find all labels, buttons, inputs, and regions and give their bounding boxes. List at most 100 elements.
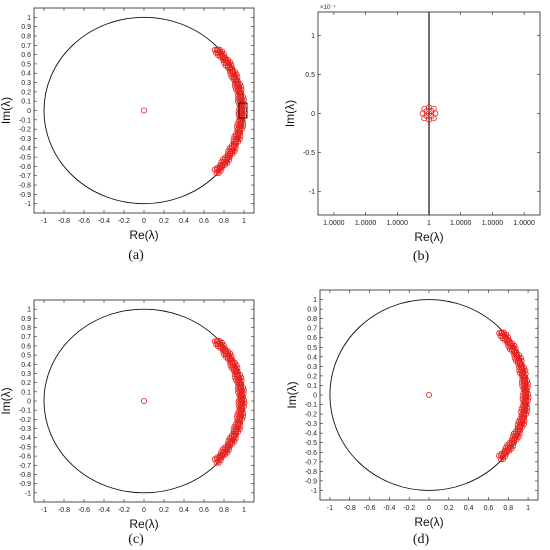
y-axis-label: Im(λ) [0, 387, 13, 414]
eigenvalue-point [514, 424, 521, 431]
unit-circle [329, 299, 529, 491]
y-tick-label: 0.4 [307, 354, 317, 361]
x-tick-label: -1 [327, 505, 333, 512]
y-tick-label: 0.5 [21, 353, 31, 360]
y-tick-label: 0.7 [307, 326, 317, 333]
unit-circle [43, 16, 245, 205]
y-tick-label: 1 [27, 307, 31, 314]
y-tick-label: -0.4 [19, 435, 31, 442]
eigenvalue-point [496, 330, 503, 337]
eigenvalue-point [213, 46, 220, 53]
x-tick-label: -0.2 [118, 218, 130, 225]
y-tick-label: -1 [309, 189, 315, 196]
eigenvalue-point [524, 384, 531, 391]
y-tick-label: -0.6 [305, 450, 317, 457]
y-tick-label: 0.4 [21, 71, 31, 78]
x-tick-label: -0.8 [344, 505, 356, 512]
eigenvalue-point [213, 49, 220, 56]
y-tick-label: 0.3 [21, 371, 31, 378]
x-tick-label: 0.8 [219, 507, 229, 514]
eigenvalue-point [239, 109, 246, 116]
eigenvalue-point [237, 380, 244, 387]
x-tick-label: -0.2 [118, 507, 130, 514]
y-tick-label: -0.5 [303, 150, 315, 157]
eigenvalue-point [239, 400, 246, 407]
y-tick-label: -0.2 [19, 417, 31, 424]
y-axis-label: Im(λ) [0, 97, 13, 124]
y-tick-label: 0.2 [21, 380, 31, 387]
x-tick-label: -0.6 [364, 505, 376, 512]
x-tick-label: 0.8 [219, 218, 229, 225]
x-tick-label: -0.6 [78, 507, 90, 514]
y-tick-label: -0.5 [19, 155, 31, 162]
y-tick-label: -0.8 [305, 469, 317, 476]
y-tick-label: 0.6 [21, 343, 31, 350]
y-tick-label: -0.3 [19, 426, 31, 433]
y-tick-label: -0.9 [19, 192, 31, 199]
y-tick-label: -0.5 [19, 444, 31, 451]
x-tick-label: 1.0000 [482, 220, 504, 227]
eigenvalue-point [498, 330, 505, 337]
y-tick-label: -0.7 [19, 173, 31, 180]
y-tick-label: -0.2 [19, 127, 31, 134]
x-tick-label: 0 [142, 507, 146, 514]
x-tick-label: 1.0000 [387, 220, 409, 227]
y-tick-label: -0.8 [19, 183, 31, 190]
unit-circle [43, 308, 245, 494]
data-point [140, 107, 147, 114]
x-tick-label: -0.4 [383, 505, 395, 512]
x-tick-label: -0.8 [58, 218, 70, 225]
y-tick-label: -0.6 [19, 454, 31, 461]
y-tick-label: -0.7 [19, 463, 31, 470]
chart-panel-a: -1 -0.8 -0.6 -0.4 -0.2 0 0.2 0.4 0.6 0.8 1 -1 -0.9 -0… [0, 7, 255, 263]
y-tick-label: -0.4 [305, 431, 317, 438]
y-tick-label: 1 [27, 15, 31, 22]
x-tick-label: -0.2 [403, 505, 415, 512]
y-tick-label: 0.3 [307, 364, 317, 371]
x-tick-label: 1 [526, 505, 530, 512]
eigenvalue-point [211, 338, 218, 345]
x-tick-label: -0.8 [58, 507, 70, 514]
chart-panel-b: 1.0000 1.0000 1.0000 1 1.0000 1.0000 1.0000 -1 -… [283, 4, 541, 264]
y-tick-label: 0.7 [21, 334, 31, 341]
x-axis-label: Re(λ) [414, 230, 443, 244]
plot-frame [319, 289, 539, 501]
x-tick-label: 0.6 [199, 218, 209, 225]
x-tick-label: 0.8 [503, 505, 513, 512]
y-tick-label: 0.6 [21, 52, 31, 59]
eigenvalue-point [237, 89, 244, 96]
x-axis-label: Re(λ) [129, 228, 158, 242]
y-tick-label: 0.5 [307, 345, 317, 352]
data-point [425, 391, 432, 398]
y-tick-label: 0.1 [21, 99, 31, 106]
eigenvalue-point [523, 394, 530, 401]
eigenvalue-point [240, 112, 247, 119]
eigenvalue-point [211, 46, 218, 53]
y-tick-label: -0.3 [305, 421, 317, 428]
eigenvalue-point [240, 123, 247, 130]
y-tick-label: -0.9 [19, 481, 31, 488]
x-tick-label: 1.0000 [513, 220, 535, 227]
eigenvalue-point [524, 397, 531, 404]
y-tick-label: 0.8 [21, 33, 31, 40]
x-tick-label: 0.6 [199, 507, 209, 514]
y-tick-label: -0.5 [305, 440, 317, 447]
x-tick-label: 1 [242, 507, 246, 514]
y-tick-label: -0.6 [19, 164, 31, 171]
x-tick-label: 0.2 [444, 505, 454, 512]
x-tick-label: 0.2 [159, 218, 169, 225]
y-tick-label: 0.8 [21, 325, 31, 332]
y-tick-label: 0 [313, 393, 317, 400]
y-tick-label: 1 [311, 33, 315, 40]
eigenvalue-point [240, 403, 247, 410]
x-tick-label: -0.6 [78, 218, 90, 225]
eigenvalue-point [497, 332, 504, 339]
data-point [425, 110, 432, 117]
x-tick-label: 0 [142, 218, 146, 225]
y-tick-label: -0.4 [19, 145, 31, 152]
y-tick-label: 0.2 [307, 373, 317, 380]
x-axis-label: Re(λ) [414, 515, 443, 529]
eigenvalue-point [230, 139, 237, 146]
y-tick-label: 0.6 [307, 335, 317, 342]
x-tick-label: 0.4 [464, 505, 474, 512]
